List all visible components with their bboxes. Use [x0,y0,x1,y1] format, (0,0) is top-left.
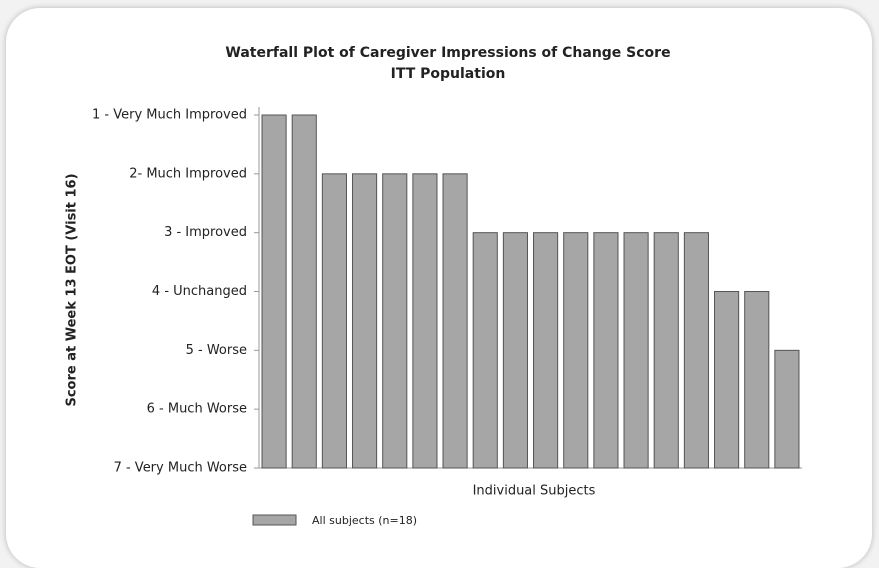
bar [683,232,709,469]
bar [563,232,589,469]
legend-swatch [252,514,297,526]
y-tick-label: 3 - Improved [164,225,247,240]
x-axis-label: Individual Subjects [473,484,596,499]
y-tick-label: 5 - Worse [186,343,247,358]
y-tick-label: 1 - Very Much Improved [92,108,247,123]
bar [261,114,287,469]
bar [623,232,649,469]
bar [291,114,317,469]
legend-label: All subjects (n=18) [312,514,417,527]
page: Waterfall Plot of Caregiver Impressions … [6,8,872,568]
chart-subtitle: ITT Population [391,66,506,82]
bar [472,232,498,469]
bar [533,232,559,469]
bar [653,232,679,469]
y-tick-label: 4 - Unchanged [152,284,247,299]
chart-title: Waterfall Plot of Caregiver Impressions … [225,45,670,61]
bar [714,291,740,469]
chart: Waterfall Plot of Caregiver Impressions … [65,45,802,527]
bar [412,173,438,469]
bar [774,349,800,469]
chart-card [6,8,872,568]
bar [382,173,408,469]
bar [502,232,528,469]
bar [593,232,619,469]
bar [442,173,468,469]
y-tick-label: 2- Much Improved [129,166,247,181]
y-tick-label: 7 - Very Much Worse [114,461,247,476]
bar [744,291,770,469]
y-axis-label: Score at Week 13 EOT (Visit 16) [65,173,80,406]
bar [321,173,347,469]
bar [352,173,378,469]
y-tick-label: 6 - Much Worse [147,402,247,417]
